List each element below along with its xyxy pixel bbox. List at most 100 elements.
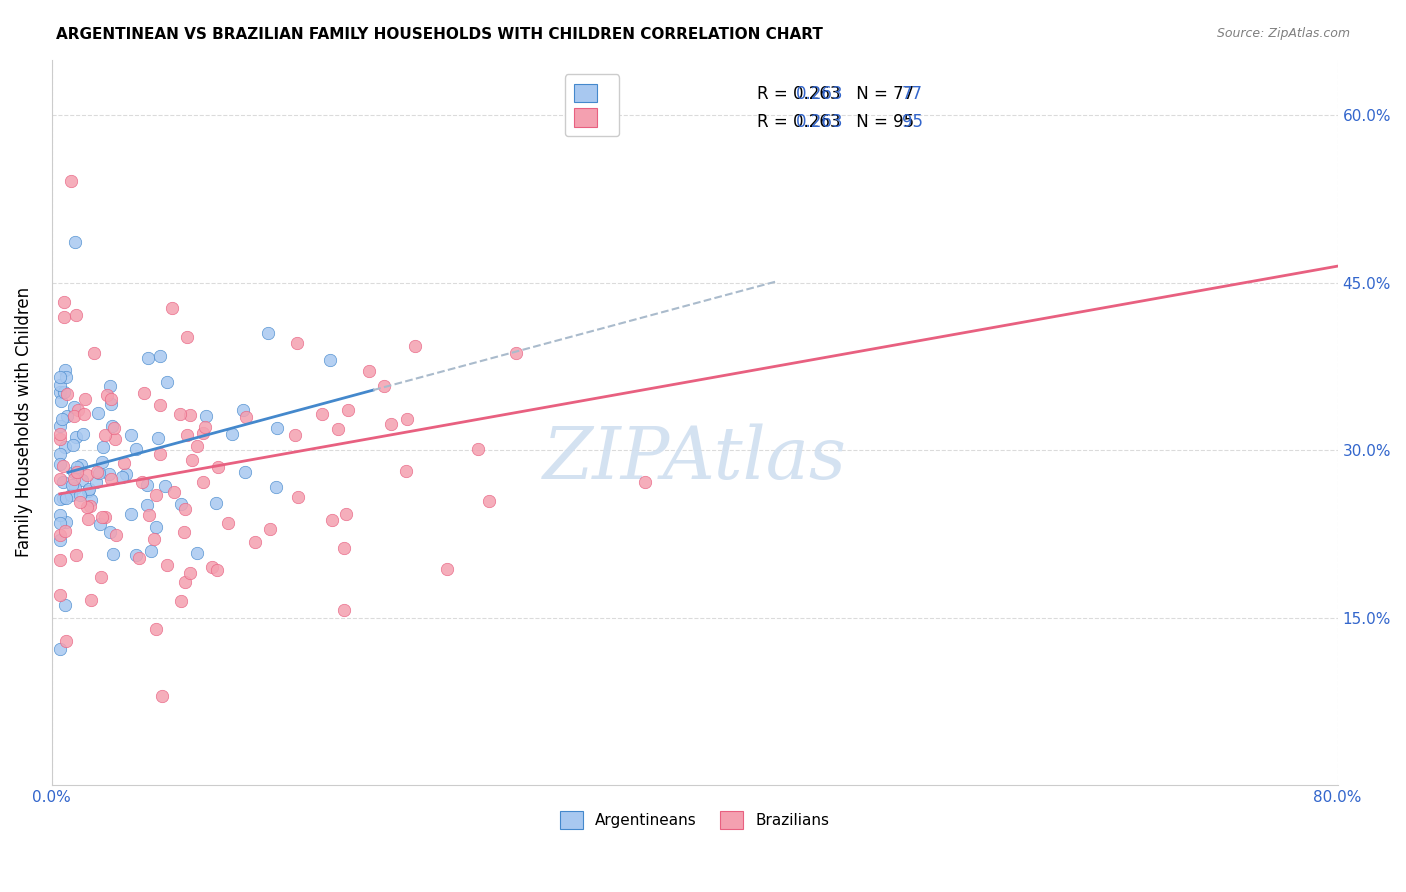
Point bbox=[73, 392, 96, 406]
Point bbox=[49, 384, 72, 399]
Point bbox=[204, 496, 226, 510]
Point bbox=[180, 452, 202, 467]
Point bbox=[70, 473, 93, 487]
Point bbox=[176, 329, 198, 343]
Point bbox=[259, 522, 281, 536]
Point bbox=[101, 418, 124, 433]
Point bbox=[284, 428, 307, 442]
Point bbox=[100, 397, 122, 411]
Point bbox=[104, 432, 127, 446]
Point bbox=[63, 400, 86, 414]
Point bbox=[49, 528, 72, 542]
Point bbox=[49, 418, 72, 433]
Point bbox=[89, 516, 111, 531]
Point bbox=[160, 301, 183, 315]
Point bbox=[65, 549, 87, 563]
Point bbox=[337, 402, 360, 417]
Point bbox=[232, 402, 254, 417]
Point bbox=[394, 464, 416, 478]
Point bbox=[505, 346, 527, 360]
Point bbox=[49, 641, 72, 656]
Point bbox=[287, 490, 309, 504]
Point bbox=[125, 548, 148, 562]
Point bbox=[373, 379, 395, 393]
Point bbox=[80, 492, 103, 507]
Y-axis label: Family Households with Children: Family Households with Children bbox=[15, 287, 32, 558]
Point bbox=[195, 409, 218, 423]
Point bbox=[145, 520, 167, 534]
Point bbox=[77, 482, 100, 496]
Point bbox=[321, 513, 343, 527]
Point bbox=[149, 398, 172, 412]
Point bbox=[100, 379, 122, 393]
Point bbox=[49, 433, 72, 447]
Point bbox=[76, 467, 98, 482]
Point bbox=[98, 524, 121, 539]
Point bbox=[80, 592, 103, 607]
Point bbox=[333, 541, 356, 555]
Point bbox=[186, 546, 208, 560]
Point bbox=[155, 376, 177, 390]
Point bbox=[52, 475, 75, 489]
Point bbox=[120, 508, 142, 522]
Point bbox=[49, 588, 72, 602]
Point bbox=[436, 562, 458, 576]
Point bbox=[173, 524, 195, 539]
Point bbox=[100, 392, 122, 406]
Point bbox=[49, 492, 72, 507]
Point bbox=[55, 634, 77, 648]
Point bbox=[163, 484, 186, 499]
Point bbox=[478, 493, 501, 508]
Point bbox=[170, 594, 193, 608]
Point bbox=[49, 378, 72, 392]
Point bbox=[145, 488, 167, 502]
Text: R = 0.263   N = 77: R = 0.263 N = 77 bbox=[756, 85, 914, 103]
Point bbox=[66, 465, 89, 479]
Legend: Argentineans, Brazilians: Argentineans, Brazilians bbox=[554, 805, 835, 836]
Point bbox=[91, 455, 114, 469]
Point bbox=[319, 352, 342, 367]
Point bbox=[49, 553, 72, 567]
Point bbox=[100, 472, 122, 486]
Point bbox=[174, 575, 197, 590]
Point bbox=[53, 295, 76, 310]
Point bbox=[145, 622, 167, 636]
Point bbox=[395, 412, 418, 426]
Point bbox=[51, 412, 73, 426]
Point bbox=[235, 410, 257, 425]
Text: ZIPAtlas: ZIPAtlas bbox=[543, 424, 846, 494]
Point bbox=[110, 469, 132, 483]
Point bbox=[357, 364, 380, 378]
Point bbox=[55, 516, 77, 530]
Point bbox=[69, 494, 91, 508]
Point bbox=[104, 527, 127, 541]
Point bbox=[94, 428, 117, 442]
Point bbox=[49, 369, 72, 384]
Point bbox=[139, 544, 162, 558]
Point bbox=[63, 472, 86, 486]
Point bbox=[63, 409, 86, 423]
Point bbox=[120, 428, 142, 442]
Point bbox=[65, 430, 87, 444]
Point bbox=[266, 479, 288, 493]
Point bbox=[404, 339, 426, 353]
Point bbox=[136, 351, 159, 365]
Point bbox=[70, 458, 93, 472]
Point bbox=[77, 484, 100, 499]
Point bbox=[335, 508, 357, 522]
Point bbox=[67, 402, 90, 417]
Point bbox=[51, 393, 73, 408]
Point bbox=[63, 465, 86, 479]
Point bbox=[201, 559, 224, 574]
Point bbox=[285, 336, 308, 351]
Point bbox=[326, 422, 349, 436]
Point bbox=[156, 558, 179, 573]
Point bbox=[186, 439, 208, 453]
Point bbox=[149, 349, 172, 363]
Point bbox=[49, 457, 72, 471]
Point bbox=[207, 460, 229, 475]
Point bbox=[153, 479, 176, 493]
Point bbox=[49, 447, 72, 461]
Point bbox=[73, 407, 96, 421]
Point bbox=[60, 488, 83, 502]
